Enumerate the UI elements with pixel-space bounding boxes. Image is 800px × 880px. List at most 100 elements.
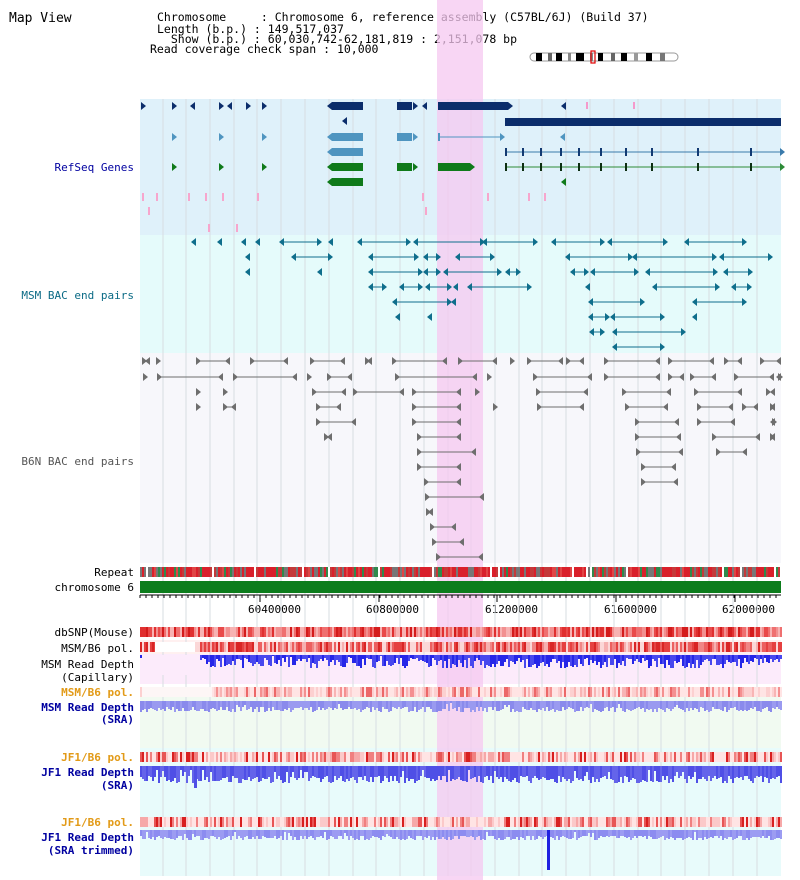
read-depth-bar <box>320 766 322 782</box>
polymorphism-cell <box>584 642 586 652</box>
read-depth-bar <box>528 655 530 667</box>
snp-density-cell <box>256 627 258 637</box>
snp-density-cell <box>208 627 210 637</box>
polymorphism-cell <box>642 817 644 827</box>
repeat-block <box>302 567 304 577</box>
read-depth-bar <box>554 766 556 782</box>
polymorphism-cell <box>294 642 296 652</box>
polymorphism-cell <box>734 642 736 652</box>
polymorphism-cell <box>576 687 578 697</box>
read-depth-bar <box>270 830 272 838</box>
polymorphism-cell <box>732 687 734 697</box>
polymorphism-cell <box>148 642 150 652</box>
read-depth-bar <box>370 701 372 712</box>
snp-density-cell <box>334 627 336 637</box>
polymorphism-cell <box>492 642 494 652</box>
polymorphism-cell <box>174 752 176 762</box>
polymorphism-cell <box>340 687 342 697</box>
snp-density-cell <box>760 627 762 637</box>
read-depth-bar <box>732 766 734 783</box>
read-depth-bar <box>632 766 634 778</box>
polymorphism-cell <box>416 642 418 652</box>
polymorphism-cell <box>672 752 674 762</box>
polymorphism-cell <box>188 817 190 827</box>
read-depth-bar <box>702 701 704 708</box>
read-depth-bar <box>372 701 374 707</box>
snp-density-cell <box>282 627 284 637</box>
polymorphism-cell <box>266 687 268 697</box>
read-depth-bar <box>314 830 316 840</box>
polymorphism-cell <box>464 752 466 762</box>
repeat-block <box>190 567 192 577</box>
read-depth-bar <box>324 655 326 658</box>
read-depth-bar <box>322 655 324 661</box>
read-depth-bar <box>772 830 774 840</box>
ideogram-outline <box>529 52 679 62</box>
polymorphism-cell <box>142 817 144 827</box>
repeat-block <box>316 567 318 577</box>
repeat-block <box>438 567 440 577</box>
snp-density-cell <box>522 627 524 637</box>
read-depth-bar <box>476 766 478 782</box>
read-depth-bar <box>748 830 750 840</box>
repeat-block <box>690 567 692 577</box>
bac-end <box>382 283 387 291</box>
read-depth-bar <box>714 701 716 709</box>
read-depth-bar <box>582 830 584 836</box>
snp-density-cell <box>616 627 618 637</box>
polymorphism-cell <box>418 817 420 827</box>
read-depth-bar <box>574 830 576 832</box>
gene-arrow <box>172 133 177 141</box>
read-depth-bar <box>260 701 262 707</box>
repeat-block <box>378 567 380 577</box>
read-depth-bar <box>302 830 304 839</box>
polymorphism-cell <box>560 687 562 697</box>
polymorphism-cell <box>698 752 700 762</box>
read-depth-bar <box>652 655 654 659</box>
read-depth-bar <box>494 766 496 771</box>
read-depth-bar <box>192 701 194 707</box>
snp-density-cell <box>562 627 564 637</box>
polymorphism-cell <box>572 642 574 652</box>
read-depth-bar <box>668 830 670 839</box>
read-depth-bar <box>382 766 384 781</box>
read-depth-bar <box>452 766 454 779</box>
read-depth-bar <box>710 830 712 837</box>
repeat-block <box>676 567 678 577</box>
snp-density-cell <box>598 627 600 637</box>
read-depth-bar <box>420 701 422 709</box>
polymorphism-cell <box>634 687 636 697</box>
read-depth-bar <box>776 830 778 838</box>
bac-end <box>692 298 697 306</box>
read-depth-bar <box>586 766 588 772</box>
polymorphism-cell <box>728 752 730 762</box>
repeat-block <box>344 567 346 577</box>
read-depth-bar <box>260 830 262 839</box>
polymorphism-cell <box>378 817 380 827</box>
polymorphism-cell <box>478 687 480 697</box>
read-depth-bar <box>376 766 378 777</box>
repeat-block <box>398 567 400 577</box>
repeat-block <box>464 567 466 577</box>
read-depth-bar <box>256 766 258 777</box>
bac-end <box>748 268 753 276</box>
polymorphism-cell <box>260 817 262 827</box>
snp-density-cell <box>614 627 616 637</box>
polymorphism-cell <box>514 642 516 652</box>
bac-end <box>191 238 196 246</box>
repeat-block <box>724 567 726 577</box>
polymorphism-cell <box>442 817 444 827</box>
read-depth-bar <box>688 655 690 663</box>
polymorphism-cell <box>334 687 336 697</box>
repeat-block <box>390 567 392 577</box>
repeat-block <box>154 567 156 577</box>
polymorphism-cell <box>730 752 732 762</box>
polymorphism-cell <box>762 642 764 652</box>
read-depth-bar <box>728 655 730 662</box>
repeat-block <box>240 567 242 577</box>
read-depth-bar <box>662 655 664 664</box>
polymorphism-cell <box>344 687 346 697</box>
repeat-block <box>340 567 342 577</box>
read-depth-bar <box>756 766 758 776</box>
